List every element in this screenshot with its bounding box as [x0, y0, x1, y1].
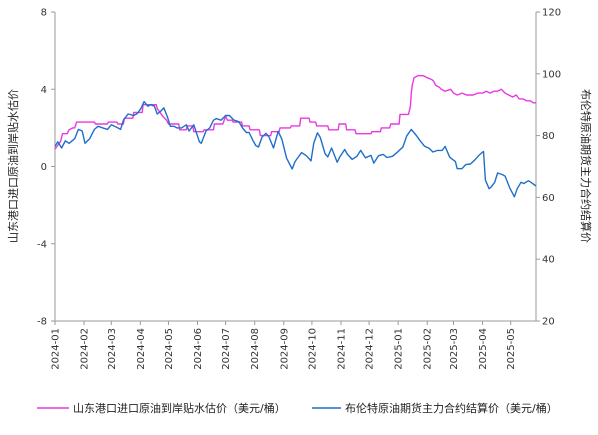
- left-axis-ticks: 8 4 0 -4 -8: [37, 8, 55, 328]
- right-axis-ticks: 120 100 80 60 40 20: [536, 8, 561, 328]
- x-tick-label: 2024-03: [107, 328, 118, 370]
- left-axis-title: 山东港口进口原油到岸贴水估价: [6, 89, 20, 243]
- right-tick-label: 40: [542, 255, 555, 266]
- x-tick-label: 2024-06: [193, 328, 204, 370]
- x-tick-label: 2025-03: [449, 328, 460, 370]
- x-tick-label: 2024-10: [307, 328, 318, 370]
- x-tick-label: 2024-02: [80, 328, 91, 370]
- x-tick-label: 2025-02: [423, 328, 434, 370]
- right-tick-label: 80: [542, 131, 555, 142]
- brent-price-line: [54, 100, 537, 198]
- legend-item-brent: 布伦特原油期货主力合约结算价（美元/桶）: [312, 401, 558, 415]
- legend-item-discount: 山东港口进口原油到岸贴水估价（美元/桶）: [37, 401, 286, 415]
- x-tick-label: 2024-12: [365, 328, 376, 370]
- x-tick-label: 2024-11: [336, 328, 347, 370]
- x-tick-label: 2024-01: [51, 328, 62, 370]
- right-tick-label: 120: [542, 8, 561, 19]
- left-tick-label: 4: [41, 85, 47, 96]
- x-tick-label: 2024-09: [279, 328, 290, 370]
- x-tick-label: 2025-01: [394, 328, 405, 370]
- x-tick-label: 2024-07: [221, 328, 232, 370]
- left-tick-label: -4: [37, 239, 47, 250]
- x-tick-label: 2024-04: [136, 328, 147, 370]
- x-tick-label: 2025-04: [478, 328, 489, 370]
- left-tick-label: 0: [41, 162, 47, 173]
- series-lines: [54, 75, 537, 198]
- discount-estimate-line: [54, 75, 536, 150]
- right-tick-label: 100: [542, 69, 561, 80]
- x-tick-label: 2024-08: [250, 328, 261, 370]
- left-tick-label: 8: [41, 8, 47, 19]
- plot-area: [54, 12, 537, 322]
- x-tick-label: 2024-05: [164, 328, 175, 370]
- legend: 山东港口进口原油到岸贴水估价（美元/桶） 布伦特原油期货主力合约结算价（美元/桶）: [37, 401, 558, 415]
- legend-label: 山东港口进口原油到岸贴水估价（美元/桶）: [73, 401, 286, 415]
- right-axis-title: 布伦特原油期货主力合约结算价: [579, 89, 593, 243]
- x-axis-ticks: 2024-01 2024-02 2024-03 2024-04 2024-05 2024-…: [51, 321, 517, 370]
- left-tick-label: -8: [37, 317, 47, 328]
- legend-label: 布伦特原油期货主力合约结算价（美元/桶）: [345, 401, 558, 415]
- right-tick-label: 20: [542, 317, 555, 328]
- right-tick-label: 60: [542, 193, 555, 204]
- x-tick-label: 2025-05: [506, 328, 517, 370]
